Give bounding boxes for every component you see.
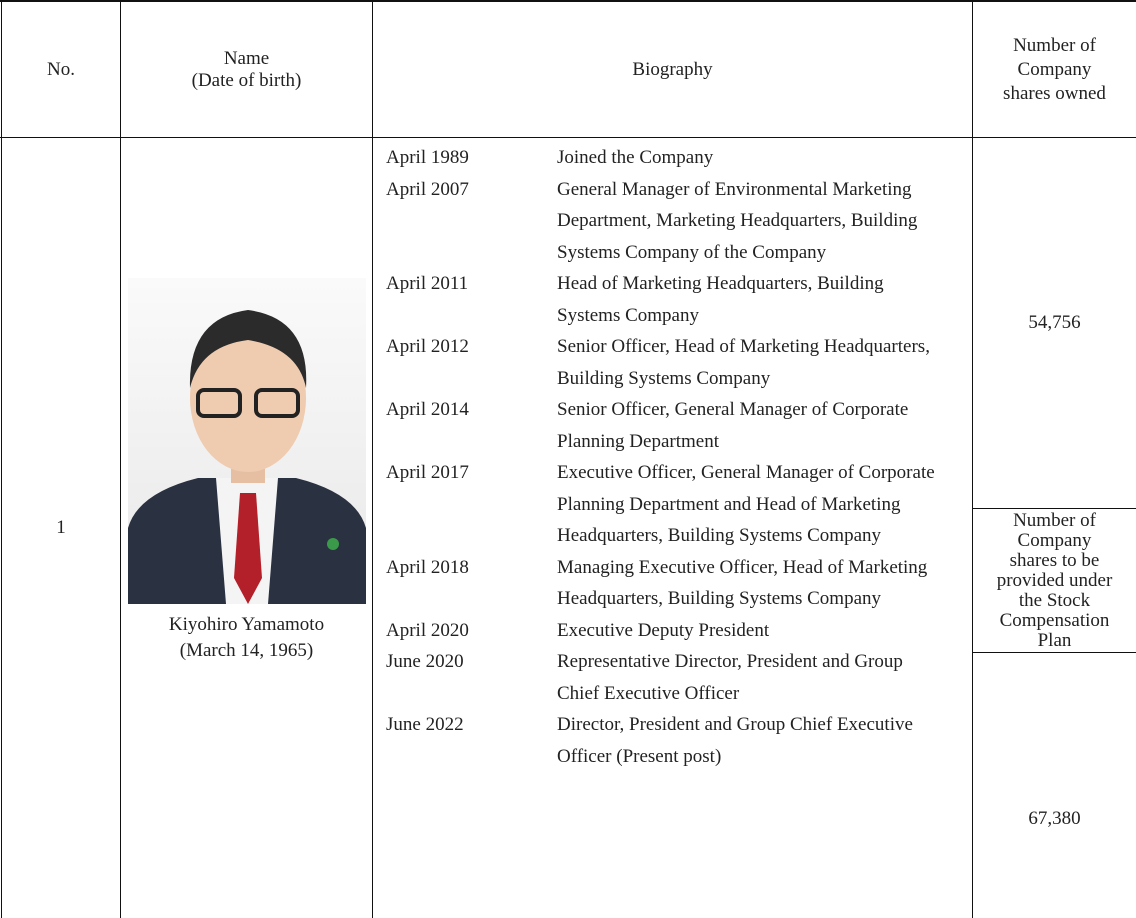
biography-entry: April 2017 Executive Officer, General Man…: [386, 457, 966, 552]
entry-date: April 2007: [386, 178, 469, 200]
border: [972, 652, 1136, 653]
entry-date: June 2020: [386, 651, 464, 672]
header-biography: Biography: [632, 58, 713, 80]
header-shares: Number of Company shares owned: [973, 2, 1136, 137]
text-line: Company: [1017, 58, 1092, 80]
entry-date: April 2020: [386, 619, 469, 641]
border: [1, 0, 2, 918]
entry-text: Head of Marketing Headquarters, Building…: [557, 273, 884, 326]
entry-text: Joined the Company: [557, 147, 714, 168]
stock-plan-label: Number of Company shares to be provided und…: [973, 509, 1136, 652]
shares-owned: 54,756: [1028, 312, 1081, 333]
biography-entry: June 2022 Director, President and Group C…: [386, 709, 966, 772]
biography-entry: April 1989 Joined the Company: [386, 142, 966, 174]
header-name: Name (Date of birth): [121, 2, 372, 137]
biography: April 1989 Joined the Company April 2007 Ge…: [386, 142, 966, 772]
biography-entry: April 2012 Senior Officer, Head of Market…: [386, 331, 966, 394]
border: [120, 0, 121, 918]
entry-text: Director, President and Group Chief Exec…: [557, 714, 913, 767]
entry-text: Senior Officer, General Manager of Corpo…: [557, 399, 909, 452]
biography-entry: April 2018 Managing Executive Officer, He…: [386, 552, 966, 615]
border: [0, 0, 1136, 2]
entry-text: Representative Director, President and G…: [557, 651, 903, 704]
entry-text: Executive Deputy President: [557, 619, 770, 641]
entry-text: Managing Executive Officer, Head of Mark…: [557, 556, 928, 610]
text-line: Number of: [1013, 34, 1096, 56]
entry-date: April 1989: [386, 147, 469, 168]
portrait-photo: [128, 278, 366, 604]
text-line: (Date of birth): [191, 69, 302, 91]
border: [372, 0, 373, 918]
text-line: the Stock: [1018, 589, 1091, 611]
text-line: Company: [1017, 529, 1092, 551]
entry-date: April 2017: [386, 462, 469, 483]
stock-plan-shares: 67,380: [1028, 807, 1081, 829]
text-line: shares to be: [1009, 549, 1100, 571]
text-line: Number of: [1013, 509, 1096, 531]
row-name: Kiyohiro Yamamoto (March 14, 1965): [121, 610, 372, 666]
entry-date: April 2011: [386, 273, 469, 294]
entry-text: Executive Officer, General Manager of Co…: [557, 462, 935, 546]
entry-date: April 2012: [386, 336, 469, 357]
biography-entry: April 2014 Senior Officer, General Manage…: [386, 394, 966, 457]
row-no: 1: [56, 517, 66, 538]
entry-date: June 2022: [386, 714, 464, 735]
text-line: provided under: [996, 569, 1113, 591]
border: [972, 0, 973, 918]
entry-text: General Manager of Environmental Marketi…: [557, 178, 918, 263]
person-name: Kiyohiro Yamamoto: [168, 614, 325, 635]
entry-date: April 2018: [386, 556, 469, 578]
text-line: Plan: [1037, 629, 1072, 651]
text-line: shares owned: [1003, 82, 1106, 104]
border: [972, 508, 1136, 509]
header-no: No.: [47, 58, 75, 80]
biography-entry: April 2007 General Manager of Environment…: [386, 174, 966, 269]
border: [0, 137, 1136, 138]
biography-entry: April 2011 Head of Marketing Headquarters…: [386, 268, 966, 331]
biography-entry: June 2020 Representative Director, Presid…: [386, 646, 966, 709]
entry-text: Senior Officer, Head of Marketing Headqu…: [557, 336, 930, 389]
text-line: Name: [223, 47, 270, 69]
entry-date: April 2014: [386, 399, 469, 420]
text-line: Compensation: [999, 609, 1110, 631]
biography-entry: April 2020 Executive Deputy President: [386, 615, 966, 647]
date-of-birth: (March 14, 1965): [179, 640, 314, 661]
